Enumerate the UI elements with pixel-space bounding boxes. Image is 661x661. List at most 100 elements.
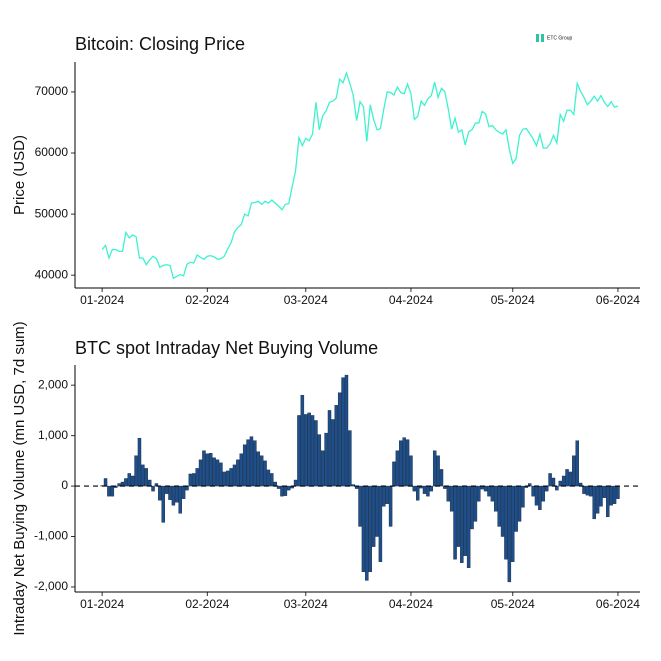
bar xyxy=(541,485,546,502)
bar xyxy=(361,485,366,573)
bar xyxy=(517,485,522,522)
bar xyxy=(429,485,434,492)
bar xyxy=(141,464,145,487)
bar xyxy=(107,485,111,497)
bar xyxy=(585,485,590,496)
bar xyxy=(293,479,298,487)
bar xyxy=(568,471,573,487)
bar xyxy=(473,485,478,522)
bar xyxy=(320,450,325,487)
bar xyxy=(534,485,539,506)
x-tick-label: 06-2024 xyxy=(596,293,640,307)
x-tick-label: 04-2024 xyxy=(389,597,433,611)
bar xyxy=(589,485,593,497)
bar xyxy=(266,469,271,487)
bar xyxy=(371,485,376,547)
bar xyxy=(222,471,227,487)
bar xyxy=(544,485,549,492)
bar xyxy=(609,485,613,506)
bar xyxy=(117,483,121,487)
bar xyxy=(280,485,284,497)
bar xyxy=(507,485,512,583)
bar xyxy=(463,485,467,556)
chart-title: BTC spot Intraday Net Buying Volume xyxy=(75,338,378,358)
x-tick-label: 02-2024 xyxy=(185,293,229,307)
bar xyxy=(595,485,600,514)
bar xyxy=(317,434,322,487)
bar xyxy=(344,374,349,487)
bar xyxy=(439,469,444,487)
bar xyxy=(158,485,162,501)
chart-title: Bitcoin: Closing Price xyxy=(75,34,245,54)
bar xyxy=(382,485,386,507)
y-tick-label: 50000 xyxy=(35,206,69,220)
bar xyxy=(276,485,281,489)
bar xyxy=(147,479,152,487)
bar xyxy=(405,439,410,487)
x-tick-label: 03-2024 xyxy=(284,293,328,307)
bar xyxy=(348,430,352,487)
bar xyxy=(365,485,369,581)
bar xyxy=(446,485,451,502)
bar xyxy=(331,419,335,487)
bar xyxy=(300,395,305,487)
x-tick-label: 02-2024 xyxy=(185,597,229,611)
logo-icon xyxy=(536,34,539,42)
price-line xyxy=(101,70,619,280)
bar xyxy=(555,485,559,491)
bar xyxy=(219,462,223,487)
bar xyxy=(416,485,420,501)
bar xyxy=(188,473,193,487)
bar xyxy=(551,477,556,487)
bar xyxy=(209,453,213,487)
bar xyxy=(171,485,176,506)
bar xyxy=(606,485,610,518)
bar xyxy=(494,485,498,512)
bar xyxy=(368,485,372,573)
bar xyxy=(341,377,345,487)
bar xyxy=(490,485,495,502)
bar xyxy=(497,485,501,527)
bar xyxy=(378,485,383,562)
logo-icon xyxy=(541,34,544,42)
bar xyxy=(232,464,237,487)
bar xyxy=(297,415,301,487)
bar xyxy=(487,485,491,497)
bar xyxy=(110,485,115,497)
bar xyxy=(256,451,260,487)
bar xyxy=(449,485,454,512)
bar xyxy=(466,485,471,568)
bar xyxy=(592,485,596,520)
x-tick-label: 03-2024 xyxy=(284,597,328,611)
bar xyxy=(239,453,244,487)
bar xyxy=(565,469,569,487)
bar xyxy=(395,450,400,487)
y-tick-label: 40000 xyxy=(35,267,69,281)
bar xyxy=(388,485,393,527)
bar xyxy=(215,459,220,487)
bar xyxy=(103,478,108,487)
bar xyxy=(538,485,542,510)
bar xyxy=(120,481,125,487)
bar xyxy=(185,485,189,491)
bar xyxy=(616,485,620,499)
x-tick-label: 04-2024 xyxy=(389,293,433,307)
bar xyxy=(426,485,430,497)
bar xyxy=(514,485,518,532)
bar xyxy=(334,405,339,487)
bar xyxy=(164,485,169,494)
bar xyxy=(168,485,172,500)
bar xyxy=(134,455,138,487)
bar xyxy=(310,415,315,487)
bar xyxy=(283,485,288,496)
bar xyxy=(385,485,389,504)
bar xyxy=(287,485,291,491)
bar xyxy=(242,444,247,487)
bar xyxy=(575,440,579,487)
bar xyxy=(453,485,457,560)
bar xyxy=(511,485,515,562)
bar xyxy=(477,485,481,502)
bar xyxy=(137,437,142,487)
x-tick-label: 06-2024 xyxy=(596,597,640,611)
